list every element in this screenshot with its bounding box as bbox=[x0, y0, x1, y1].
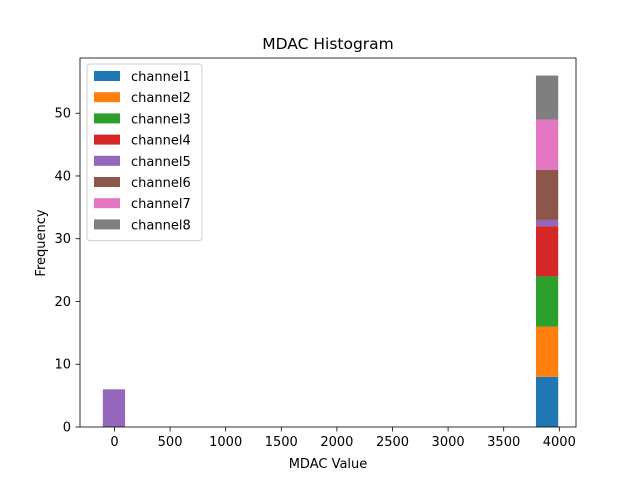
x-tick-label: 3500 bbox=[487, 435, 520, 450]
x-tick-label: 2000 bbox=[320, 435, 353, 450]
legend-label-channel7: channel7 bbox=[131, 197, 191, 212]
bar-channel4-bin-1 bbox=[535, 226, 559, 277]
legend-swatch-channel5 bbox=[94, 155, 120, 166]
legend-swatch-channel1 bbox=[94, 71, 120, 81]
bar-channel1-bin-1 bbox=[535, 376, 559, 427]
bar-channel2-bin-1 bbox=[535, 326, 559, 377]
bar-channel3-bin-1 bbox=[535, 276, 559, 327]
legend-swatch-channel7 bbox=[94, 198, 120, 209]
x-tick-label: 1500 bbox=[265, 435, 298, 450]
legend-swatch-channel6 bbox=[94, 177, 120, 187]
legend-swatch-channel3 bbox=[94, 113, 120, 124]
x-tick-label: 4000 bbox=[543, 435, 576, 450]
x-tick-label: 2500 bbox=[376, 435, 409, 450]
bar-channel7-bin-1 bbox=[535, 119, 559, 170]
legend-frame bbox=[86, 63, 203, 242]
legend-label-channel4: channel4 bbox=[131, 134, 191, 149]
legend-label-channel2: channel2 bbox=[131, 91, 191, 106]
x-tick-label: 1000 bbox=[209, 435, 242, 450]
axes-layer: 0 500 1000 1500 2000 2500 3000 3500 4000 0 10 20 30 4… bbox=[54, 57, 577, 450]
bar-channel6-bin-1 bbox=[535, 169, 559, 220]
x-tick-label: 3000 bbox=[432, 435, 465, 450]
legend-label-channel6: channel6 bbox=[131, 176, 191, 191]
bars-layer bbox=[102, 75, 559, 427]
y-tick-label: 30 bbox=[54, 232, 71, 247]
legend-label-channel5: channel5 bbox=[131, 155, 191, 170]
x-axis-label: MDAC Value bbox=[289, 457, 368, 472]
legend-swatch-channel4 bbox=[94, 134, 120, 145]
y-tick-label: 50 bbox=[54, 107, 71, 122]
legend-label-channel3: channel3 bbox=[131, 112, 191, 127]
y-tick-label: 10 bbox=[54, 358, 71, 373]
x-tick-label: 500 bbox=[158, 435, 183, 450]
legend-swatch-channel2 bbox=[94, 92, 120, 103]
y-tick-label: 20 bbox=[54, 295, 71, 310]
legend: channel1 channel2 channel3 channel4 channel5… bbox=[86, 63, 203, 242]
chart-title: MDAC Histogram bbox=[262, 35, 394, 53]
y-tick-label: 0 bbox=[63, 421, 71, 436]
bar-channel5-bin-0 bbox=[102, 389, 126, 427]
plot-frame bbox=[79, 57, 577, 428]
bar-channel5-bin-1 bbox=[535, 219, 559, 227]
y-axis-label: Frequency bbox=[34, 209, 49, 276]
y-tick-label: 40 bbox=[54, 169, 71, 184]
legend-label-channel1: channel1 bbox=[131, 70, 191, 85]
legend-swatch-channel8 bbox=[94, 219, 120, 230]
bar-channel8-bin-1 bbox=[535, 75, 559, 120]
x-tick-label: 0 bbox=[110, 435, 118, 450]
legend-label-channel8: channel8 bbox=[131, 218, 191, 233]
